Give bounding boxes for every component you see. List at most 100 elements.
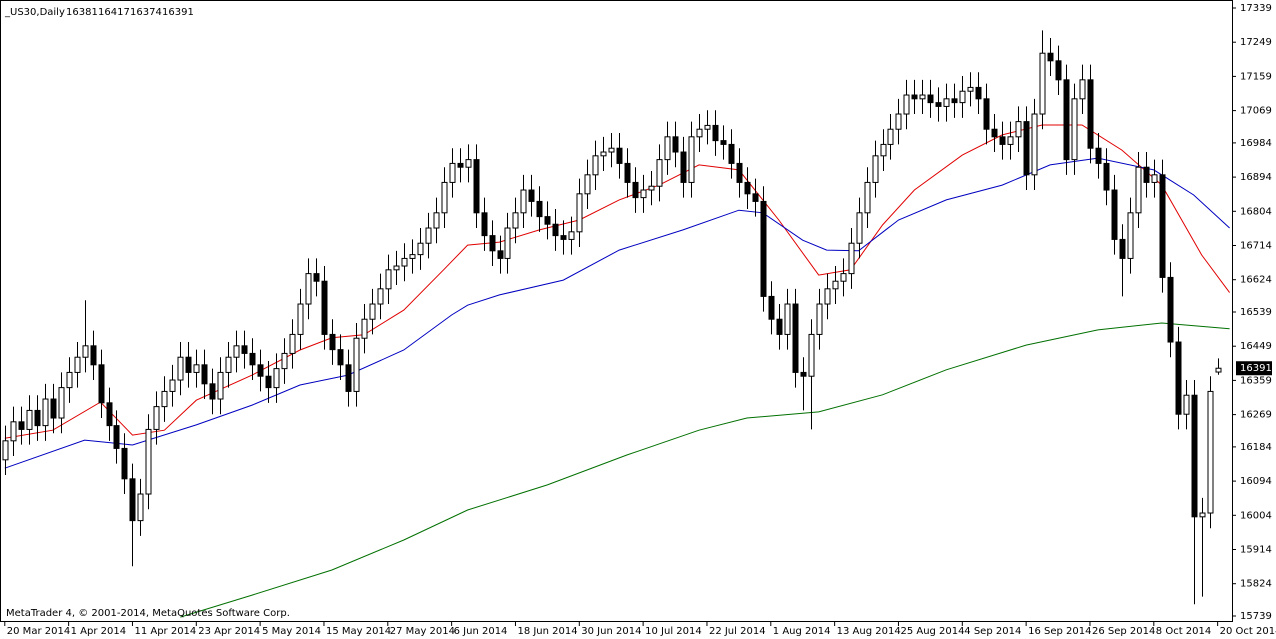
- candle-body: [177, 356, 184, 381]
- x-tick-label: 5 May 2014: [262, 626, 321, 637]
- candle-body: [369, 303, 376, 320]
- candle-body: [449, 162, 456, 183]
- candle-body: [568, 231, 575, 240]
- candle-body: [656, 159, 663, 187]
- candle-body: [305, 273, 312, 305]
- candle-body: [193, 364, 200, 373]
- y-tick-label: 16714: [1240, 241, 1272, 252]
- candle-body: [744, 181, 751, 195]
- footer: MetaTrader 4, © 2001-2014, MetaQuotes So…: [6, 608, 290, 619]
- y-tick-label: 15914: [1240, 545, 1272, 556]
- candle-body: [784, 303, 791, 335]
- candle-body: [417, 242, 424, 256]
- price-marker-label: 16391: [1240, 363, 1272, 374]
- candle-body: [90, 345, 97, 366]
- candle-body: [592, 155, 599, 176]
- y-tick-label: 16804: [1240, 206, 1272, 217]
- candle-body: [880, 143, 887, 157]
- candle-body: [2, 440, 9, 461]
- candle-body: [1119, 238, 1126, 259]
- candle-body: [640, 189, 647, 199]
- candle-body: [473, 159, 480, 214]
- x-tick-label: 8 Oct 2014: [1156, 626, 1211, 637]
- y-tick-label: 17159: [1240, 71, 1272, 82]
- x-tick-label: 18 Jun 2014: [517, 626, 577, 637]
- candle-body: [632, 181, 639, 199]
- candle-body: [991, 128, 998, 138]
- candle-body: [911, 94, 918, 100]
- candle-body: [895, 113, 902, 130]
- candle-body: [1215, 367, 1222, 373]
- candle-body: [66, 371, 73, 389]
- y-tick-label: 16539: [1240, 307, 1272, 318]
- candle-body: [872, 155, 879, 183]
- candle-body: [289, 333, 296, 354]
- candle-body: [137, 493, 144, 522]
- candle-body: [169, 379, 176, 392]
- candle-body: [441, 181, 448, 214]
- candle-body: [34, 409, 41, 427]
- candle-body: [720, 140, 727, 145]
- candle-body: [1143, 166, 1150, 183]
- candle-body: [688, 136, 695, 183]
- candle-body: [201, 364, 208, 385]
- candle-body: [616, 147, 623, 164]
- candle-body: [712, 124, 719, 142]
- candle-body: [377, 288, 384, 305]
- candle-body: [1127, 212, 1134, 259]
- candle-body: [113, 425, 120, 449]
- x-tick-label: 20 Mar 2014: [7, 626, 70, 637]
- y-tick-label: 16624: [1240, 275, 1272, 286]
- candle-body: [856, 212, 863, 244]
- candle-body: [728, 143, 735, 164]
- candle-body: [1079, 79, 1086, 100]
- candle-body: [1159, 174, 1166, 278]
- candle-body: [26, 409, 33, 430]
- candle-body: [672, 136, 679, 153]
- ohlc-low: 16374: [130, 7, 162, 18]
- candle-body: [337, 349, 344, 366]
- candle-body: [1199, 512, 1206, 518]
- candle-body: [1023, 121, 1030, 176]
- y-tick-label: 16359: [1240, 375, 1272, 386]
- y-tick-label: 16004: [1240, 510, 1272, 521]
- candle-body: [497, 250, 504, 259]
- x-tick-label: 27 May 2014: [390, 626, 455, 637]
- x-tick-label: 11 Apr 2014: [134, 626, 196, 637]
- candle-body: [457, 162, 464, 168]
- candle-body: [1007, 136, 1014, 145]
- candle-body: [257, 364, 264, 377]
- candle-body: [967, 86, 974, 92]
- x-tick-label: 13 Aug 2014: [837, 626, 901, 637]
- y-tick-label: 16984: [1240, 138, 1272, 149]
- x-tick-label: 1 Apr 2014: [71, 626, 126, 637]
- x-tick-label: 15 May 2014: [326, 626, 391, 637]
- candle-body: [225, 356, 232, 373]
- candle-body: [919, 94, 926, 100]
- candle-body: [10, 421, 17, 442]
- candle-body: [999, 136, 1006, 145]
- x-tick-label: 4 Sep 2014: [964, 626, 1021, 637]
- candle-body: [504, 227, 511, 259]
- candle-body: [600, 151, 607, 157]
- candle-body: [560, 235, 567, 240]
- candle-body: [792, 303, 799, 373]
- x-tick-label: 6 Jun 2014: [454, 626, 508, 637]
- candle-body: [760, 200, 767, 297]
- candle-body: [768, 295, 775, 320]
- candle-body: [297, 303, 304, 335]
- candle-body: [752, 193, 759, 202]
- x-tick-label: 16 Sep 2014: [1028, 626, 1091, 637]
- y-tick-label: 16184: [1240, 442, 1272, 453]
- candle-body: [345, 364, 352, 392]
- candle-body: [273, 368, 280, 389]
- candle-body: [608, 147, 615, 153]
- y-tick-label: 16269: [1240, 410, 1272, 421]
- candle-body: [18, 421, 25, 430]
- candle-body: [42, 398, 49, 427]
- y-tick-label: 16094: [1240, 476, 1272, 487]
- candle-body: [265, 375, 272, 389]
- candle-body: [536, 200, 543, 218]
- candle-body: [951, 98, 958, 104]
